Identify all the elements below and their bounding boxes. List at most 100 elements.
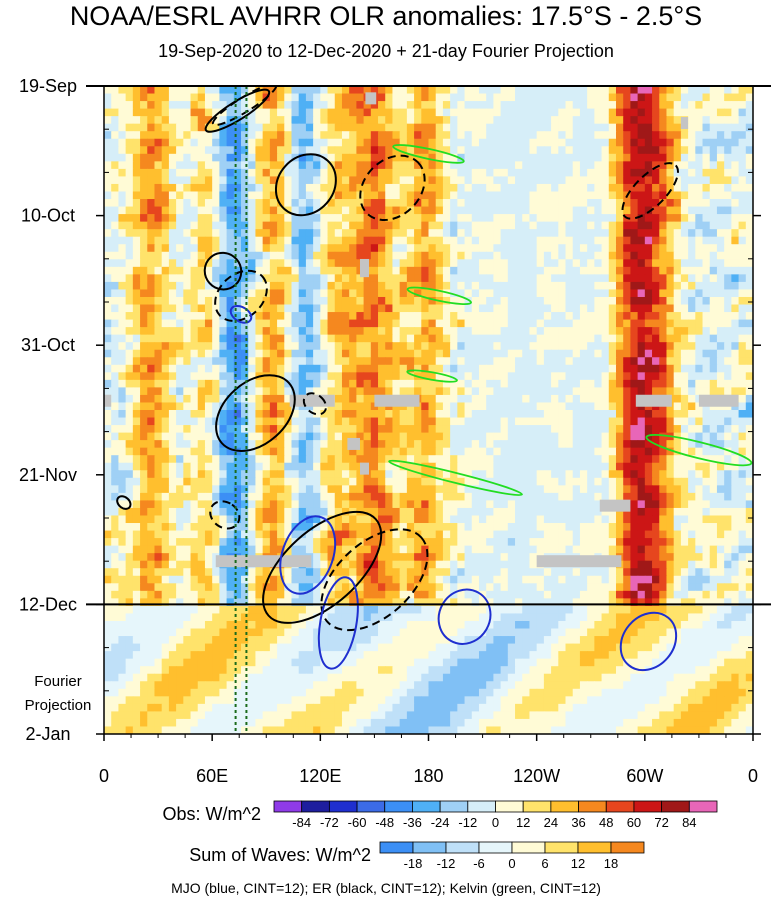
olr-cell (543, 221, 552, 230)
olr-cell (233, 440, 242, 449)
olr-cell (623, 296, 632, 306)
olr-cell (320, 168, 329, 178)
olr-cell (140, 477, 148, 486)
olr-cell (248, 86, 257, 95)
olr-cell (594, 485, 603, 494)
olr-cell (529, 274, 538, 283)
olr-cell (385, 425, 394, 434)
olr-cell (118, 191, 127, 200)
olr-cell (522, 432, 531, 441)
olr-cell (522, 266, 531, 275)
olr-cell (421, 492, 430, 502)
olr-cell (688, 455, 696, 464)
olr-cell (370, 183, 379, 193)
olr-cell (680, 296, 689, 306)
olr-cell (204, 168, 213, 178)
olr-cell (623, 432, 632, 441)
olr-cell (241, 274, 249, 283)
olr-cell (428, 153, 437, 162)
olr-cell (551, 86, 559, 95)
olr-cell (255, 116, 264, 125)
olr-cell (457, 101, 466, 110)
olr-cell (226, 266, 235, 275)
olr-cell (442, 108, 451, 117)
olr-cell (464, 470, 473, 479)
olr-cell (327, 274, 336, 283)
olr-cell (500, 108, 509, 117)
olr-cell (680, 334, 689, 343)
olr-cell (529, 327, 538, 336)
olr-cell (327, 349, 336, 358)
olr-cell (745, 123, 753, 132)
olr-cell (349, 199, 357, 208)
olr-cell (406, 236, 415, 245)
olr-cell (608, 86, 617, 95)
olr-cell (385, 123, 394, 132)
olr-cell (305, 289, 314, 298)
olr-cell (212, 161, 220, 170)
olr-cell (457, 161, 466, 170)
olr-cell (630, 108, 639, 117)
olr-cell (334, 425, 343, 434)
olr-cell (176, 266, 184, 275)
olr-cell (168, 417, 177, 426)
olr-cell (709, 447, 718, 456)
olr-cell (515, 349, 523, 358)
olr-cell (421, 244, 430, 253)
olr-cell (536, 146, 545, 155)
olr-cell (111, 86, 120, 95)
olr-cell (565, 394, 574, 404)
olr-cell (666, 319, 675, 328)
olr-cell (385, 289, 394, 298)
olr-cell (262, 485, 271, 494)
olr-cell (623, 379, 632, 388)
olr-cell (320, 183, 329, 193)
olr-cell (695, 281, 704, 291)
olr-cell (724, 485, 732, 494)
olr-cell (125, 206, 134, 215)
olr-cell (630, 425, 639, 434)
olr-cell (442, 296, 451, 306)
olr-cell (255, 93, 264, 102)
olr-cell (666, 372, 675, 381)
olr-cell (298, 206, 307, 215)
olr-cell (435, 236, 444, 245)
olr-cell (140, 417, 148, 426)
olr-cell (702, 477, 711, 486)
olr-cell (277, 364, 285, 373)
olr-cell (745, 191, 753, 200)
olr-cell (738, 259, 747, 268)
olr-cell (262, 168, 271, 178)
olr-cell (161, 289, 170, 298)
olr-cell (356, 417, 365, 426)
olr-cell (435, 221, 444, 230)
olr-cell (399, 108, 408, 117)
olr-cell (435, 304, 444, 313)
olr-cell (543, 349, 552, 358)
olr-cell (565, 168, 574, 178)
olr-cell (349, 183, 357, 193)
olr-cell (392, 199, 401, 208)
olr-cell (558, 259, 567, 268)
olr-cell (457, 131, 466, 140)
olr-cell (277, 312, 285, 321)
olr-cell (652, 342, 660, 351)
olr-cell (132, 146, 141, 155)
olr-cell (132, 394, 141, 404)
olr-cell (680, 327, 689, 336)
olr-cell (478, 206, 487, 215)
olr-cell (284, 93, 293, 102)
olr-cell (327, 387, 336, 396)
olr-cell (161, 206, 170, 215)
olr-cell (565, 402, 574, 411)
olr-cell (558, 357, 567, 366)
olr-cell (118, 349, 127, 358)
olr-cell (356, 116, 365, 125)
olr-cell (349, 455, 357, 464)
olr-cell (284, 146, 293, 155)
olr-cell (529, 191, 538, 200)
olr-cell (204, 236, 213, 245)
olr-cell (334, 183, 343, 193)
olr-cell (370, 289, 379, 298)
olr-cell (587, 304, 595, 313)
